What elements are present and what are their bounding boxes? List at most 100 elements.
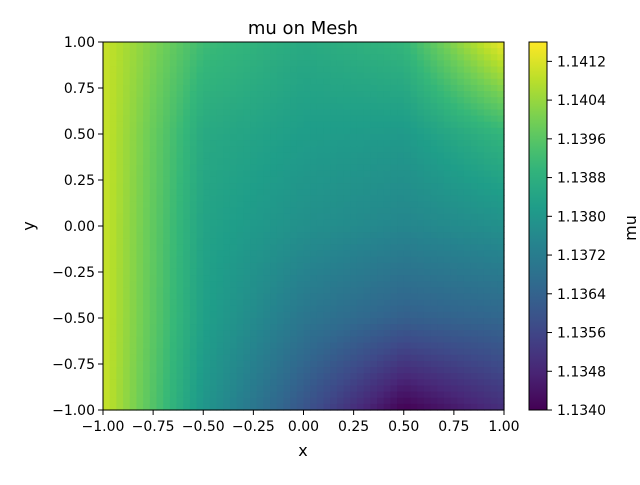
heatmap-cell bbox=[276, 66, 285, 74]
heatmap-cell bbox=[316, 189, 325, 196]
heatmap-cell bbox=[450, 324, 458, 331]
heatmap-cell bbox=[223, 201, 231, 209]
heatmap-cell bbox=[109, 219, 117, 227]
heatmap-cell bbox=[149, 48, 158, 55]
heatmap-cell bbox=[397, 244, 405, 252]
heatmap-cell bbox=[123, 219, 131, 227]
heatmap-cell bbox=[136, 403, 144, 411]
heatmap-cell bbox=[196, 373, 204, 380]
heatmap-cell bbox=[256, 48, 264, 55]
heatmap-cell bbox=[296, 232, 305, 239]
heatmap-cell bbox=[356, 226, 365, 233]
heatmap-cell bbox=[483, 318, 492, 325]
heatmap-cell bbox=[383, 78, 391, 86]
heatmap-cell bbox=[383, 164, 391, 172]
heatmap-cell bbox=[143, 403, 151, 411]
heatmap-cell bbox=[243, 397, 251, 405]
heatmap-cell bbox=[276, 54, 285, 61]
heatmap-cell bbox=[176, 311, 184, 319]
heatmap-cell bbox=[156, 207, 164, 215]
heatmap-cell bbox=[149, 256, 158, 264]
heatmap-cell bbox=[276, 152, 285, 160]
heatmap-cell bbox=[103, 176, 111, 184]
heatmap-cell bbox=[457, 403, 465, 411]
heatmap-cell bbox=[397, 103, 405, 111]
heatmap-cell bbox=[176, 54, 184, 61]
heatmap-cell bbox=[189, 127, 198, 135]
heatmap-cell bbox=[423, 268, 432, 276]
heatmap-cell bbox=[390, 305, 398, 313]
heatmap-cell bbox=[463, 195, 472, 203]
heatmap-cell bbox=[276, 213, 285, 221]
heatmap-cell bbox=[490, 183, 498, 190]
heatmap-cell bbox=[169, 201, 178, 209]
heatmap-cell bbox=[497, 207, 505, 215]
heatmap-cell bbox=[243, 391, 251, 399]
heatmap-cell bbox=[149, 91, 158, 98]
heatmap-cell bbox=[263, 379, 271, 387]
heatmap-cell bbox=[330, 342, 338, 350]
heatmap-cell bbox=[116, 262, 124, 270]
heatmap-cell bbox=[129, 127, 138, 135]
heatmap-cell bbox=[103, 379, 111, 387]
heatmap-cell bbox=[377, 336, 385, 344]
heatmap-cell bbox=[490, 293, 498, 301]
heatmap-cell bbox=[363, 127, 371, 135]
heatmap-cell bbox=[103, 158, 111, 166]
heatmap-cell bbox=[497, 348, 505, 356]
heatmap-cell bbox=[316, 385, 325, 393]
heatmap-cell bbox=[236, 367, 244, 374]
heatmap-cell bbox=[363, 385, 371, 393]
heatmap-cell bbox=[163, 164, 171, 172]
heatmap-cell bbox=[116, 189, 124, 196]
heatmap-cell bbox=[103, 213, 111, 221]
heatmap-cell bbox=[490, 299, 498, 307]
heatmap-cell bbox=[417, 336, 425, 344]
heatmap-cell bbox=[236, 262, 244, 270]
heatmap-cell bbox=[243, 360, 251, 368]
heatmap-cell bbox=[437, 238, 445, 245]
heatmap-cell bbox=[490, 176, 498, 184]
heatmap-cell bbox=[243, 232, 251, 239]
heatmap-cell bbox=[303, 238, 311, 245]
heatmap-cell bbox=[216, 207, 224, 215]
heatmap-cell bbox=[303, 348, 311, 356]
heatmap-cell bbox=[437, 324, 445, 331]
heatmap-cell bbox=[243, 158, 251, 166]
heatmap-cell bbox=[276, 109, 285, 117]
colorbar-ticks: 1.13401.13481.13561.13641.13721.13801.13… bbox=[547, 54, 606, 419]
heatmap-cell bbox=[403, 232, 412, 239]
heatmap-cell bbox=[370, 373, 378, 380]
heatmap-cell bbox=[136, 397, 144, 405]
heatmap-cell bbox=[417, 109, 425, 117]
heatmap-cell bbox=[403, 109, 412, 117]
heatmap-cell bbox=[370, 109, 378, 117]
heatmap-cell bbox=[483, 54, 492, 61]
heatmap-cell bbox=[403, 127, 412, 135]
heatmap-cell bbox=[490, 330, 498, 337]
heatmap-cell bbox=[169, 158, 178, 166]
heatmap-cell bbox=[330, 213, 338, 221]
heatmap-cell bbox=[250, 324, 258, 331]
heatmap-cell bbox=[477, 183, 485, 190]
heatmap-cell bbox=[343, 391, 351, 399]
heatmap-cell bbox=[256, 60, 264, 68]
heatmap-cell bbox=[250, 189, 258, 196]
heatmap-cell bbox=[363, 360, 371, 368]
heatmap-cell bbox=[323, 140, 331, 147]
heatmap-cell bbox=[243, 219, 251, 227]
heatmap-cell bbox=[103, 140, 111, 147]
heatmap-cell bbox=[383, 287, 391, 295]
heatmap-cell bbox=[149, 42, 158, 49]
heatmap-cell bbox=[363, 318, 371, 325]
heatmap-cell bbox=[423, 195, 432, 203]
heatmap-cell bbox=[290, 293, 298, 301]
heatmap-cell bbox=[330, 305, 338, 313]
heatmap-cell bbox=[303, 146, 311, 153]
heatmap-cell bbox=[263, 219, 271, 227]
heatmap-cell bbox=[223, 78, 231, 86]
x-tick-label: 0.75 bbox=[438, 419, 469, 435]
heatmap-cell bbox=[410, 60, 418, 68]
heatmap-field bbox=[103, 42, 505, 411]
heatmap-cell bbox=[336, 293, 345, 301]
